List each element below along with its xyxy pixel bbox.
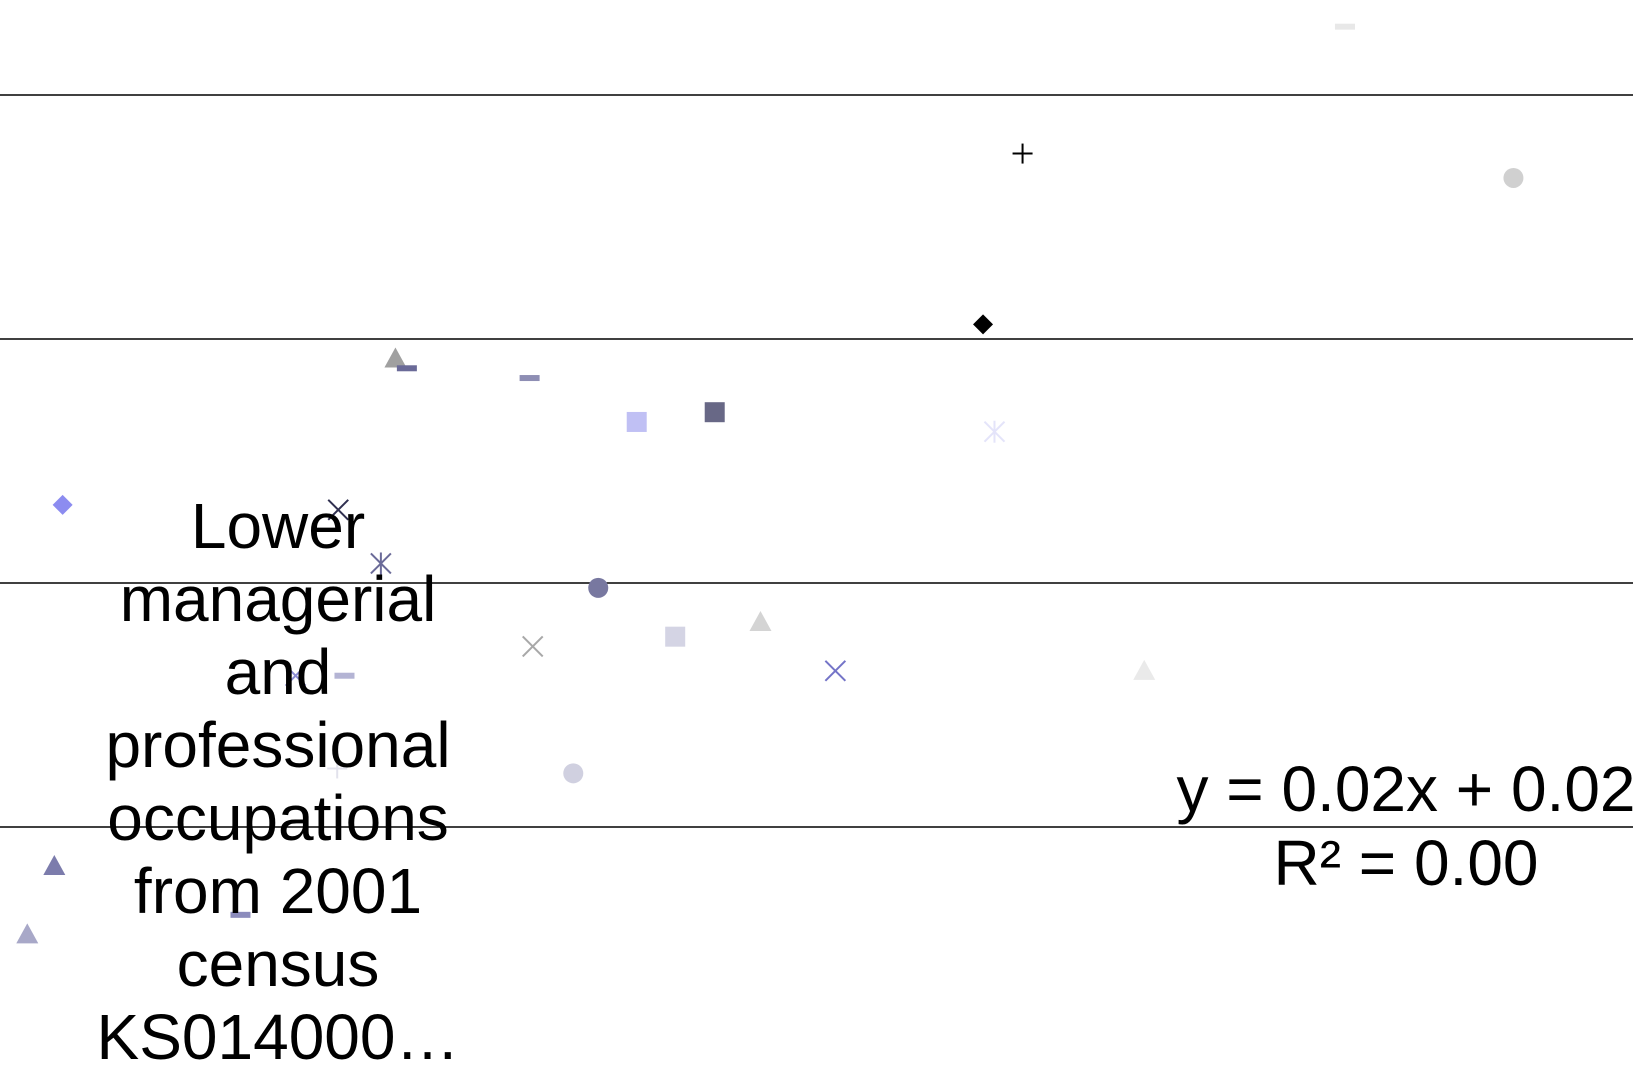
data-point-20 bbox=[1012, 143, 1033, 164]
data-point-19 bbox=[973, 314, 994, 335]
data-point-17 bbox=[327, 758, 348, 779]
data-point-0 bbox=[52, 494, 73, 515]
data-point-4 bbox=[396, 365, 417, 372]
data-point-25 bbox=[230, 911, 251, 918]
data-point-12 bbox=[824, 660, 847, 682]
data-point-18 bbox=[983, 420, 1006, 443]
data-point-11 bbox=[749, 611, 772, 632]
data-point-7 bbox=[704, 402, 725, 423]
trendline-annotation: y = 0.02x + 0.02 R² = 0.00 bbox=[1150, 752, 1633, 900]
data-point-10 bbox=[665, 626, 686, 647]
data-point-9 bbox=[522, 635, 544, 658]
data-point-6 bbox=[626, 411, 647, 432]
data-point-16 bbox=[563, 763, 584, 784]
trendline-equation: y = 0.02x + 0.02 bbox=[1176, 753, 1633, 825]
data-point-22 bbox=[1334, 23, 1355, 30]
data-point-14 bbox=[284, 665, 307, 687]
trendline-r-squared: R² = 0.00 bbox=[1273, 827, 1539, 899]
data-point-5 bbox=[519, 375, 540, 382]
data-point-8 bbox=[588, 577, 609, 598]
data-point-15 bbox=[334, 672, 355, 679]
data-point-21 bbox=[1503, 167, 1524, 188]
data-point-13 bbox=[1133, 659, 1156, 680]
data-points bbox=[16, 23, 1524, 944]
data-point-3 bbox=[384, 347, 407, 368]
data-point-1 bbox=[327, 499, 349, 521]
gridlines bbox=[0, 94, 1633, 828]
data-point-24 bbox=[16, 923, 39, 944]
data-point-23 bbox=[43, 855, 66, 876]
data-point-2 bbox=[370, 552, 392, 575]
legend-entry-label: Lower managerial and professional occupa… bbox=[96, 490, 460, 1073]
